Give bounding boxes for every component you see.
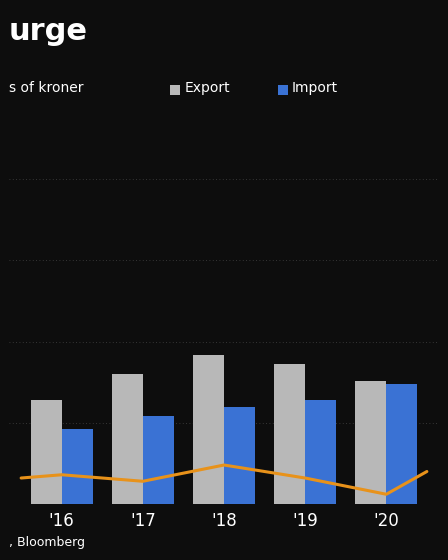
Text: Export: Export: [185, 81, 230, 95]
Bar: [355, 381, 386, 504]
Bar: [193, 354, 224, 504]
Bar: [386, 384, 417, 504]
Bar: [274, 365, 305, 504]
Text: s of kroner: s of kroner: [9, 81, 83, 95]
Bar: [224, 407, 255, 504]
Text: , Bloomberg: , Bloomberg: [9, 536, 85, 549]
Bar: [305, 400, 336, 504]
Bar: [143, 416, 174, 504]
Text: urge: urge: [9, 17, 88, 46]
Bar: [31, 400, 62, 504]
Text: Import: Import: [292, 81, 338, 95]
Bar: [62, 430, 93, 504]
Bar: [112, 374, 143, 504]
